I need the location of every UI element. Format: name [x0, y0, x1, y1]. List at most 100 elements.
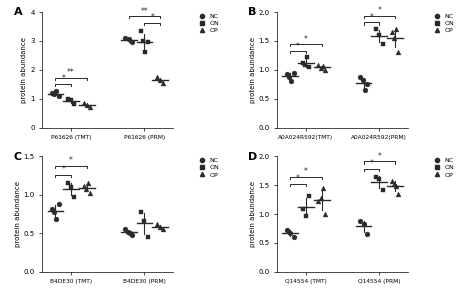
- Point: [283, 72, 291, 76]
- Point: [156, 225, 164, 229]
- Point: [53, 217, 60, 222]
- Point: [315, 63, 322, 68]
- Point: [71, 195, 78, 200]
- Point: [48, 90, 56, 95]
- Text: *: *: [296, 174, 300, 183]
- Point: [160, 81, 167, 85]
- Point: [126, 231, 134, 235]
- Point: [394, 50, 402, 55]
- Point: [388, 178, 395, 183]
- Point: [82, 186, 90, 191]
- Point: [356, 219, 364, 223]
- Point: [305, 65, 313, 69]
- Point: [67, 98, 75, 102]
- Point: [80, 183, 87, 188]
- Text: *: *: [377, 152, 381, 161]
- Point: [64, 181, 72, 186]
- Text: B: B: [248, 8, 257, 17]
- Point: [71, 102, 78, 106]
- Point: [122, 227, 129, 232]
- Text: *: *: [61, 74, 65, 83]
- Text: *: *: [61, 165, 65, 174]
- Point: [137, 209, 145, 214]
- Point: [80, 101, 87, 105]
- Legend: NC, ON, OP: NC, ON, OP: [195, 157, 220, 178]
- Point: [299, 61, 307, 65]
- Point: [375, 177, 383, 182]
- Text: *: *: [69, 156, 73, 165]
- Text: D: D: [248, 152, 258, 162]
- Point: [372, 27, 380, 32]
- Point: [55, 93, 63, 98]
- Point: [86, 104, 94, 109]
- Text: *: *: [377, 6, 381, 15]
- Text: *: *: [150, 13, 154, 22]
- Point: [394, 191, 402, 196]
- Y-axis label: protein abundance: protein abundance: [21, 37, 27, 103]
- Point: [84, 181, 91, 186]
- Y-axis label: protein abundance: protein abundance: [15, 181, 21, 247]
- Y-axis label: protein abundance: protein abundance: [249, 181, 255, 247]
- Point: [290, 70, 297, 75]
- Point: [124, 229, 131, 234]
- Point: [142, 50, 149, 55]
- Point: [301, 63, 309, 68]
- Legend: NC, ON, OP: NC, ON, OP: [430, 13, 455, 34]
- Point: [372, 174, 380, 179]
- Text: A: A: [13, 8, 22, 17]
- Point: [392, 184, 400, 189]
- Point: [375, 33, 383, 37]
- Legend: NC, ON, OP: NC, ON, OP: [430, 157, 455, 178]
- Point: [321, 68, 329, 72]
- Point: [122, 36, 129, 40]
- Point: [86, 191, 94, 195]
- Text: *: *: [304, 167, 308, 176]
- Point: [302, 213, 310, 218]
- Point: [141, 219, 148, 223]
- Legend: NC, ON, OP: NC, ON, OP: [195, 13, 220, 34]
- Point: [321, 212, 329, 216]
- Text: **: **: [140, 7, 148, 16]
- Point: [361, 88, 368, 92]
- Point: [128, 40, 136, 45]
- Point: [51, 92, 58, 97]
- Point: [303, 55, 311, 59]
- Text: **: **: [67, 68, 75, 77]
- Point: [392, 27, 400, 32]
- Text: *: *: [296, 42, 300, 51]
- Point: [153, 75, 161, 79]
- Point: [379, 41, 386, 46]
- Point: [359, 77, 366, 82]
- Point: [139, 39, 147, 43]
- Point: [317, 195, 324, 200]
- Point: [315, 199, 322, 204]
- Text: *: *: [370, 160, 374, 168]
- Point: [53, 89, 60, 94]
- Point: [283, 228, 291, 233]
- Point: [125, 37, 133, 42]
- Point: [153, 222, 161, 226]
- Point: [48, 206, 56, 211]
- Point: [144, 40, 152, 45]
- Point: [156, 78, 164, 82]
- Point: [360, 222, 367, 226]
- Point: [363, 82, 371, 87]
- Text: C: C: [13, 152, 22, 162]
- Point: [128, 233, 136, 237]
- Point: [144, 235, 152, 240]
- Text: *: *: [304, 35, 308, 44]
- Point: [319, 64, 327, 69]
- Point: [379, 187, 386, 192]
- Point: [286, 230, 294, 235]
- Point: [305, 193, 313, 198]
- Y-axis label: protein abundance: protein abundance: [249, 37, 255, 103]
- Point: [285, 75, 293, 79]
- Point: [299, 207, 307, 212]
- Point: [319, 186, 327, 190]
- Point: [137, 28, 145, 33]
- Point: [288, 79, 295, 84]
- Point: [67, 185, 75, 189]
- Point: [51, 209, 58, 214]
- Point: [290, 235, 297, 240]
- Text: *: *: [370, 13, 374, 22]
